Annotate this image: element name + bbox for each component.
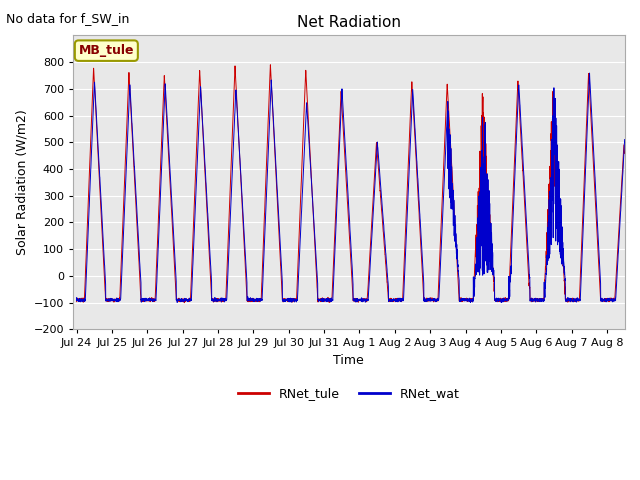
Y-axis label: Solar Radiation (W/m2): Solar Radiation (W/m2) (15, 109, 28, 255)
Legend: RNet_tule, RNet_wat: RNet_tule, RNet_wat (233, 383, 465, 406)
Text: MB_tule: MB_tule (79, 44, 134, 57)
X-axis label: Time: Time (333, 354, 364, 367)
Text: No data for f_SW_in: No data for f_SW_in (6, 12, 130, 25)
Title: Net Radiation: Net Radiation (297, 15, 401, 30)
